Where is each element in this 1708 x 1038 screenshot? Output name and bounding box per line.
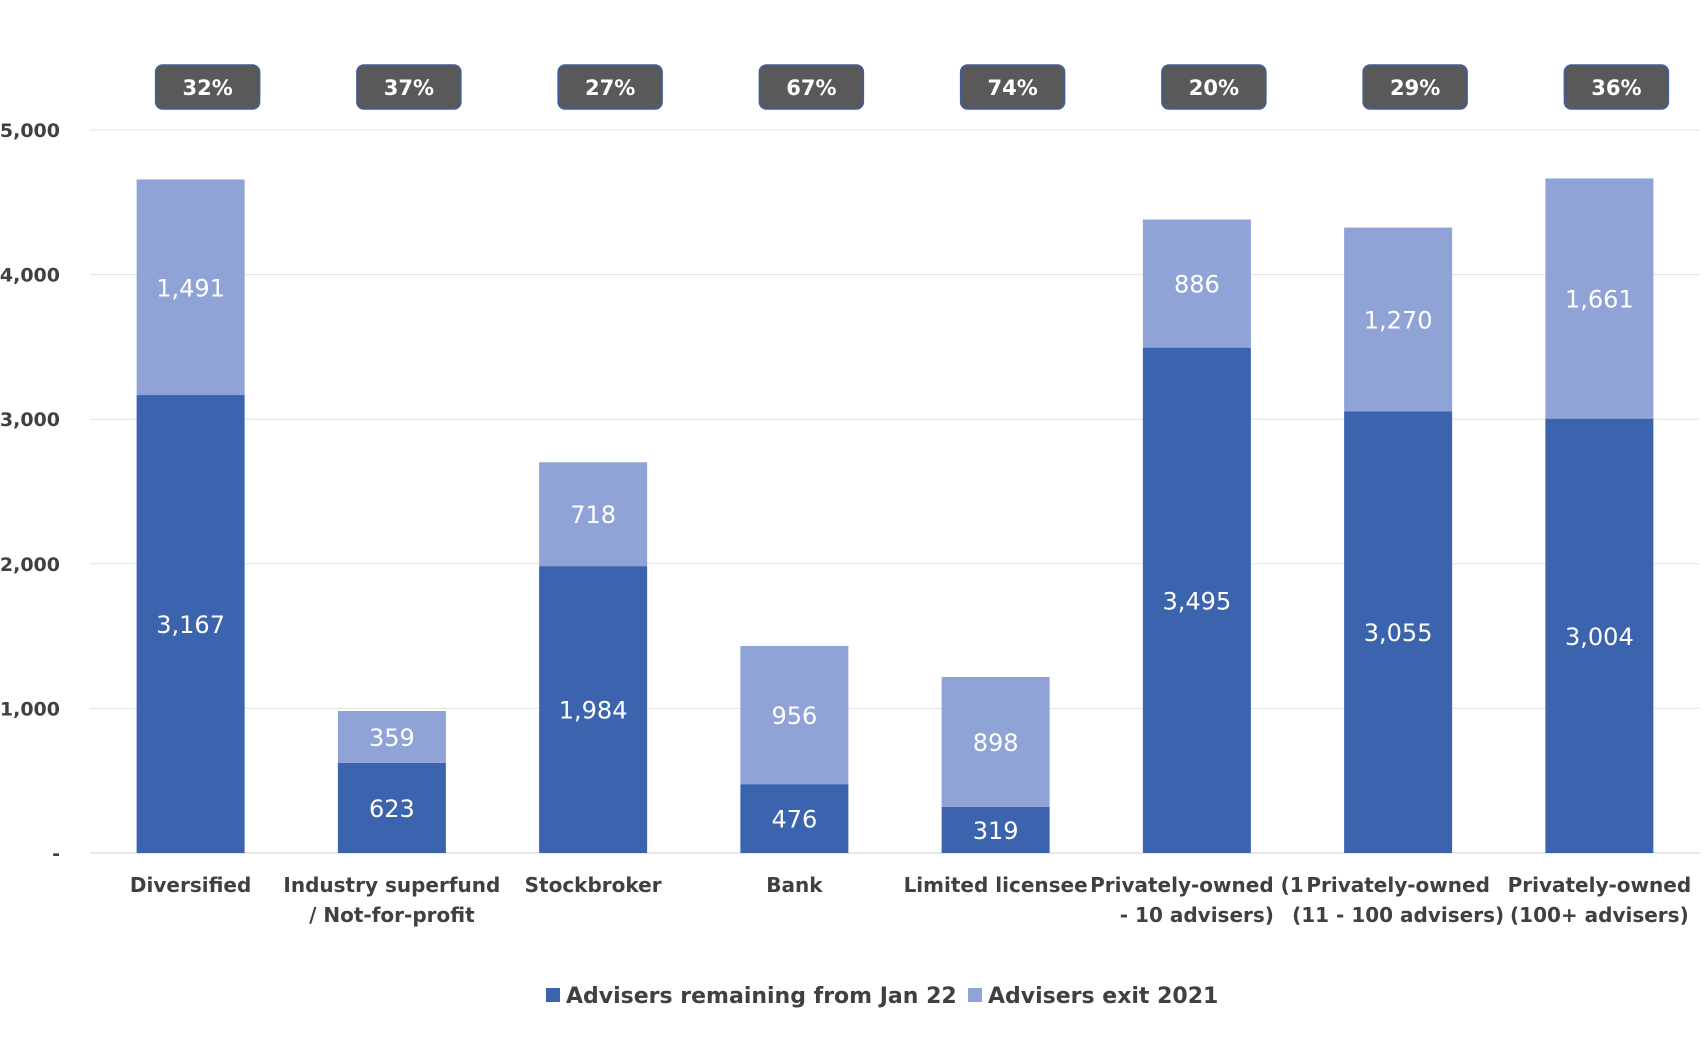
data-label: 886: [1174, 271, 1220, 299]
data-label: 1,270: [1364, 306, 1433, 334]
bar-remaining: [941, 806, 1050, 853]
x-axis: Diversified Industry superfund / Not-for-p…: [130, 873, 1691, 927]
y-tick-label: -: [52, 843, 60, 865]
legend-label: Advisers exit 2021: [988, 984, 1218, 1009]
legend: Advisers remaining from Jan 22 Advisers e…: [546, 984, 1218, 1009]
data-label: 319: [973, 817, 1019, 845]
percent-badge-label: 20%: [1189, 76, 1239, 100]
data-label: 956: [771, 702, 817, 730]
x-tick-label: Bank: [766, 873, 823, 897]
bar-exit: [539, 462, 648, 567]
gridlines: [90, 129, 1700, 854]
bar-remaining: [1142, 347, 1251, 853]
y-tick-label: 2,000: [0, 554, 60, 576]
data-label: 1,984: [559, 697, 628, 725]
percent-badge-label: 27%: [585, 76, 635, 100]
percent-badge: [1563, 64, 1670, 110]
percent-badge-label: 32%: [182, 76, 232, 100]
x-tick-label: Privately-owned: [1508, 873, 1692, 897]
bars: 3,167 1,491 623 359 1,984 718 476 956 319 898 3,49…: [136, 178, 1654, 853]
percent-badge-label: 74%: [987, 76, 1037, 100]
data-label: 3,167: [156, 611, 225, 639]
percent-badge-label: 67%: [786, 76, 836, 100]
data-label: 1,661: [1565, 286, 1634, 314]
x-tick-label: (100+ advisers): [1510, 903, 1689, 927]
percent-badge-label: 37%: [384, 76, 434, 100]
bar-remaining: [740, 784, 849, 853]
percent-badge: [154, 64, 261, 110]
x-tick-label: (11 - 100 advisers): [1292, 903, 1504, 927]
bar-exit: [1545, 178, 1654, 419]
bar-exit: [337, 711, 446, 763]
bar-exit: [1142, 219, 1251, 348]
data-label: 898: [973, 729, 1019, 757]
legend-label: Advisers remaining from Jan 22: [566, 984, 957, 1009]
percent-badges: 32% 37% 27% 67% 74% 20% 29% 36%: [154, 64, 1670, 110]
x-tick-label: Privately-owned: [1306, 873, 1490, 897]
y-tick-label: 1,000: [0, 698, 60, 720]
bar-remaining: [337, 762, 446, 853]
x-tick-label: Industry superfund: [283, 873, 500, 897]
bar-exit: [740, 645, 849, 785]
data-label: 623: [369, 795, 415, 823]
data-label: 3,004: [1565, 623, 1634, 651]
percent-badge: [1362, 64, 1468, 110]
y-axis: - 1,000 2,000 3,000 4,000 5,000: [0, 120, 60, 865]
bar-remaining: [1545, 418, 1654, 853]
percent-badge: [1161, 64, 1267, 110]
data-label: 3,055: [1364, 619, 1433, 647]
y-tick-label: 5,000: [0, 120, 60, 142]
percent-badge-label: 36%: [1591, 76, 1641, 100]
percent-badge: [356, 64, 462, 110]
data-label: 476: [771, 806, 817, 834]
bar-exit: [941, 677, 1050, 807]
x-tick-label: Diversified: [130, 873, 251, 897]
legend-swatch: [546, 988, 560, 1002]
bar-remaining: [539, 566, 648, 853]
percent-badge: [557, 64, 663, 110]
x-tick-label: Stockbroker: [525, 873, 662, 897]
data-label: 359: [369, 724, 415, 752]
percent-badge: [959, 64, 1066, 110]
x-tick-label: - 10 advisers): [1120, 903, 1274, 927]
percent-badge: [758, 64, 865, 110]
x-tick-label: Limited licensee: [904, 873, 1088, 897]
bar-exit: [136, 179, 245, 396]
data-label: 718: [570, 501, 616, 529]
data-label: 1,491: [156, 274, 225, 302]
percent-badge-label: 29%: [1390, 76, 1440, 100]
bar-remaining: [136, 395, 245, 853]
y-tick-label: 4,000: [0, 265, 60, 287]
bar-exit: [1344, 227, 1453, 412]
y-tick-label: 3,000: [0, 409, 60, 431]
legend-swatch: [968, 988, 982, 1002]
x-tick-label: Privately-owned (1: [1090, 873, 1304, 897]
bar-remaining: [1344, 411, 1453, 853]
x-tick-label: / Not-for-profit: [309, 903, 475, 927]
data-label: 3,495: [1163, 587, 1232, 615]
